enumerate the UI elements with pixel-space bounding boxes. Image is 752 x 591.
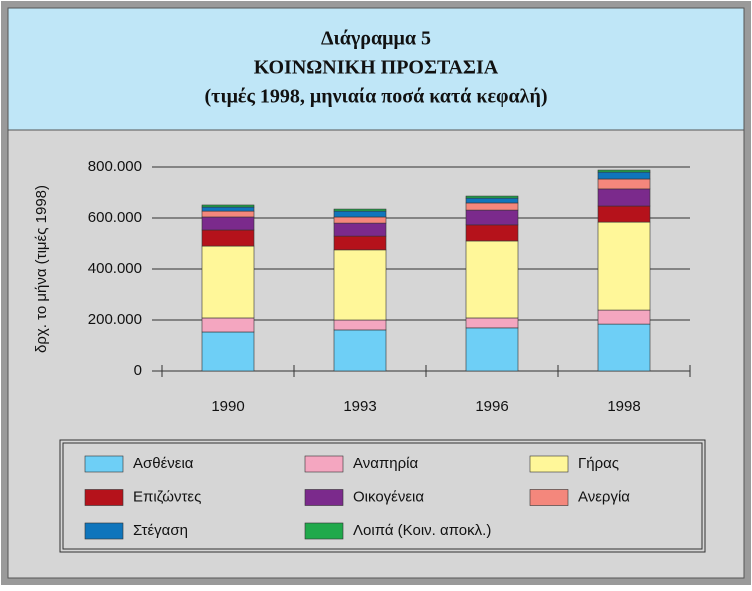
title-box [7,7,745,131]
bar-segment [201,317,255,333]
legend-inner [62,442,703,550]
bar-segment [597,221,651,311]
bar-segment [201,331,255,372]
legend-label: Γήρας [578,455,619,472]
bar-segment [201,229,255,247]
bar-segment [465,240,519,319]
legend-label: Λοιπά (Κοιν. αποκλ.) [353,522,491,539]
legend-swatch [84,489,124,506]
bar-segment [597,169,651,173]
legend-label: Αναπηρία [353,455,418,472]
bar-segment [465,197,519,204]
bar-segment [201,216,255,231]
legend-label: Ασθένεια [133,455,194,472]
y-tick-label: 400.000 [88,260,142,277]
bar-segment [201,206,255,212]
bar-segment [465,195,519,199]
bar-segment [465,202,519,211]
legend-label: Οικογένεια [353,488,424,505]
legend-label: Στέγαση [133,522,188,539]
y-axis-label: δρχ. το μήνα (τιμές 1998) [33,185,50,353]
x-tick-label: 1993 [343,398,376,415]
legend-label: Επιζώντες [133,488,201,505]
y-tick-label: 800.000 [88,158,142,175]
legend-swatch [84,522,124,540]
legend-swatch [304,489,344,506]
legend-swatch [529,455,569,473]
y-tick-label: 200.000 [88,311,142,328]
legend-swatch [304,522,344,540]
chart-title: Διάγραμμα 5 [321,28,431,50]
legend-label: Ανεργία [578,488,630,505]
bar-segment [597,178,651,190]
bar-segment [333,329,387,372]
legend-swatch [84,455,124,473]
bar-segment [465,327,519,372]
bar-segment [333,216,387,224]
bar-segment [465,317,519,329]
bar-segment [333,222,387,237]
legend [59,439,706,553]
bar-segment [201,204,255,208]
bar-segment [333,319,387,331]
bar-segment [465,224,519,242]
legend-swatch [529,489,569,506]
y-tick-label: 0 [134,362,142,379]
bar-segment [333,235,387,251]
chart-title: (τιμές 1998, μηνιαία ποσά κατά κεφαλή) [205,86,548,108]
legend-swatch [304,455,344,473]
chart-title: ΚΟΙΝΩΝΙΚΗ ΠΡΟΣΤΑΣΙΑ [254,57,499,79]
bar-segment [597,323,651,372]
x-tick-label: 1998 [607,398,640,415]
bar-segment [597,205,651,223]
bar-segment [333,210,387,218]
bar-segment [333,249,387,321]
bar-segment [465,209,519,226]
x-tick-label: 1990 [211,398,244,415]
bar-segment [597,309,651,325]
bar-segment [201,245,255,319]
bar-segment [201,210,255,218]
bar-segment [597,171,651,180]
y-tick-label: 600.000 [88,209,142,226]
x-tick-label: 1996 [475,398,508,415]
bar-segment [597,188,651,207]
bar-segment [333,208,387,212]
